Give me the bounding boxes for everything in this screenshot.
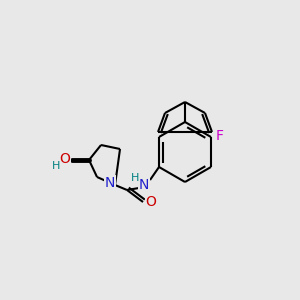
Text: O: O — [60, 152, 70, 166]
Text: H: H — [52, 161, 60, 171]
Text: H: H — [131, 173, 139, 183]
Text: F: F — [216, 129, 224, 143]
Text: N: N — [139, 178, 149, 192]
Text: O: O — [146, 195, 157, 209]
Text: N: N — [105, 176, 115, 190]
